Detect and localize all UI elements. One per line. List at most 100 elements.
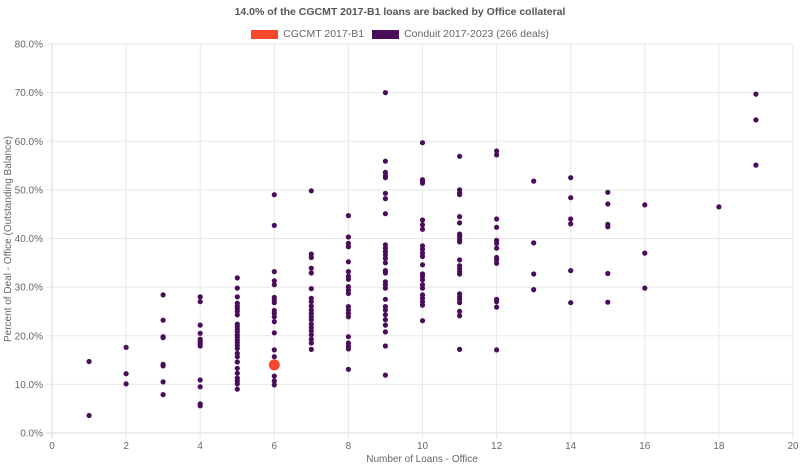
- data-point[interactable]: [494, 216, 500, 222]
- data-point[interactable]: [271, 373, 277, 379]
- data-point[interactable]: [382, 307, 388, 313]
- data-point[interactable]: [382, 260, 388, 266]
- data-point[interactable]: [234, 381, 240, 387]
- data-point[interactable]: [160, 292, 166, 298]
- data-point[interactable]: [234, 294, 240, 300]
- data-point[interactable]: [382, 175, 388, 181]
- data-point[interactable]: [494, 347, 500, 353]
- data-point[interactable]: [160, 392, 166, 398]
- data-point[interactable]: [642, 202, 648, 208]
- data-point[interactable]: [160, 317, 166, 323]
- data-point[interactable]: [457, 153, 463, 159]
- data-point[interactable]: [234, 359, 240, 365]
- data-point[interactable]: [494, 304, 500, 310]
- data-point[interactable]: [419, 180, 426, 186]
- data-point[interactable]: [494, 224, 500, 230]
- data-point[interactable]: [197, 377, 203, 383]
- data-point[interactable]: [457, 220, 463, 226]
- data-point[interactable]: [457, 346, 463, 352]
- data-point[interactable]: [419, 222, 426, 228]
- data-point[interactable]: [457, 239, 463, 245]
- data-point[interactable]: [382, 285, 388, 291]
- data-point[interactable]: [271, 282, 277, 288]
- data-point[interactable]: [382, 322, 388, 328]
- data-point[interactable]: [419, 262, 426, 268]
- data-point[interactable]: [457, 308, 463, 314]
- data-point[interactable]: [382, 90, 388, 96]
- data-point[interactable]: [345, 314, 351, 320]
- data-point[interactable]: [86, 358, 92, 365]
- data-point[interactable]: [123, 371, 129, 377]
- data-point[interactable]: [382, 317, 388, 323]
- data-point[interactable]: [271, 382, 277, 388]
- data-point[interactable]: [271, 314, 277, 320]
- data-point[interactable]: [197, 403, 203, 409]
- data-point[interactable]: [753, 162, 759, 168]
- data-point[interactable]: [308, 332, 314, 338]
- data-point[interactable]: [271, 354, 277, 360]
- data-point[interactable]: [308, 336, 314, 342]
- data-point[interactable]: [308, 270, 314, 276]
- data-point[interactable]: [234, 345, 240, 351]
- data-point[interactable]: [271, 278, 277, 284]
- data-point[interactable]: [494, 299, 500, 305]
- data-point[interactable]: [494, 148, 500, 154]
- data-point[interactable]: [753, 117, 759, 123]
- data-point[interactable]: [86, 412, 92, 419]
- data-point[interactable]: [419, 246, 426, 252]
- data-point[interactable]: [419, 217, 426, 223]
- data-point[interactable]: [345, 213, 351, 219]
- data-point[interactable]: [160, 379, 166, 385]
- data-point[interactable]: [531, 287, 537, 293]
- data-point[interactable]: [234, 354, 240, 360]
- data-point[interactable]: [605, 189, 611, 195]
- data-point[interactable]: [419, 253, 426, 260]
- data-point[interactable]: [568, 300, 574, 306]
- data-point[interactable]: [457, 313, 463, 319]
- data-point[interactable]: [345, 244, 351, 250]
- data-point[interactable]: [308, 188, 314, 194]
- data-point[interactable]: [271, 269, 277, 275]
- data-point[interactable]: [419, 302, 426, 308]
- data-point[interactable]: [234, 312, 240, 318]
- data-point[interactable]: [123, 344, 129, 350]
- legend-item-cgcmt[interactable]: CGCMT 2017-B1: [251, 28, 364, 40]
- data-point[interactable]: [382, 158, 388, 164]
- data-point[interactable]: [642, 250, 648, 256]
- data-point[interactable]: [531, 240, 537, 246]
- data-point[interactable]: [308, 340, 314, 346]
- data-point[interactable]: [382, 190, 388, 196]
- data-point[interactable]: [197, 330, 203, 336]
- data-point[interactable]: [234, 365, 240, 371]
- data-point[interactable]: [345, 276, 351, 282]
- data-point[interactable]: [494, 240, 500, 246]
- data-point[interactable]: [345, 334, 351, 340]
- data-point[interactable]: [382, 270, 388, 276]
- data-point[interactable]: [308, 328, 314, 334]
- data-point[interactable]: [494, 245, 500, 251]
- data-point[interactable]: [271, 222, 277, 228]
- data-point[interactable]: [345, 366, 351, 372]
- data-point[interactable]: [382, 372, 388, 378]
- data-point[interactable]: [568, 195, 574, 201]
- data-point[interactable]: [605, 270, 611, 277]
- data-point[interactable]: [345, 290, 351, 296]
- data-point[interactable]: [271, 319, 277, 325]
- data-point[interactable]: [308, 254, 314, 261]
- data-point[interactable]: [197, 294, 203, 300]
- data-point[interactable]: [605, 299, 611, 305]
- data-point[interactable]: [271, 330, 277, 336]
- data-point[interactable]: [568, 175, 574, 181]
- data-point[interactable]: [531, 178, 537, 184]
- data-point[interactable]: [419, 285, 426, 291]
- data-point[interactable]: [382, 296, 388, 302]
- data-point[interactable]: [419, 226, 426, 232]
- data-point[interactable]: [642, 285, 648, 291]
- legend-item-conduit[interactable]: Conduit 2017-2023 (266 deals): [372, 28, 549, 40]
- data-point[interactable]: [197, 322, 203, 328]
- data-point[interactable]: [605, 201, 611, 207]
- data-point[interactable]: [308, 346, 314, 352]
- data-point[interactable]: [308, 286, 314, 292]
- data-point[interactable]: [568, 216, 574, 222]
- data-point[interactable]: [234, 370, 240, 376]
